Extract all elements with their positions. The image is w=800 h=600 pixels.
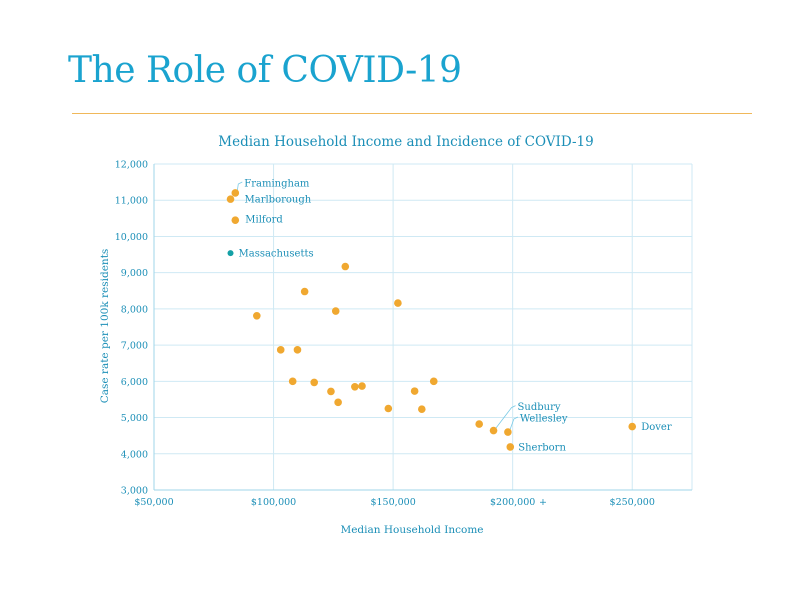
y-tick-label: 4,000 — [121, 449, 148, 460]
data-point — [628, 422, 637, 431]
data-point — [489, 426, 498, 435]
data-point — [231, 189, 240, 197]
x-tick-label: $100,000 — [251, 497, 296, 508]
point-label: Dover — [641, 422, 672, 433]
data-point — [504, 428, 512, 436]
data-point — [429, 377, 438, 386]
x-tick-label: $200,000 — [490, 497, 535, 508]
data-point — [300, 287, 309, 296]
y-axis-label: Case rate per 100k residents — [99, 249, 111, 404]
x-tick-label: $50,000 — [134, 497, 173, 508]
y-tick-label: 12,000 — [115, 160, 148, 171]
data-point — [358, 382, 366, 390]
data-point — [288, 377, 297, 386]
chart-title: Median Household Income and Incidence of… — [218, 134, 593, 150]
point-label: Milford — [245, 215, 283, 226]
y-tick-label: 11,000 — [115, 196, 148, 207]
point-label: Sherborn — [518, 442, 566, 453]
data-point — [506, 443, 515, 451]
label-leaders — [236, 181, 519, 431]
data-point — [418, 405, 426, 414]
x-axis-label: Median Household Income — [340, 524, 483, 536]
point-label: Marlborough — [245, 195, 312, 206]
data-point — [341, 262, 350, 271]
chart-axes — [153, 164, 692, 491]
data-point — [253, 311, 261, 320]
label-leader-line — [236, 181, 243, 192]
point-label: Framingham — [244, 178, 310, 189]
data-point — [384, 404, 393, 413]
point-label: Sudbury — [518, 402, 561, 413]
y-tick-label: 6,000 — [121, 377, 148, 388]
data-point — [293, 346, 302, 354]
data-point — [334, 398, 342, 407]
y-tick-label: 10,000 — [115, 232, 148, 243]
y-tick-label: 5,000 — [121, 413, 148, 424]
y-tick-label: 8,000 — [121, 304, 148, 315]
point-labels: Framingham Marlborough Milford Massachusett… — [239, 178, 672, 453]
data-points — [226, 189, 637, 451]
data-point — [276, 346, 285, 354]
data-point — [231, 216, 240, 224]
data-point — [351, 382, 359, 391]
data-point — [475, 420, 483, 428]
point-label: Massachusetts — [239, 249, 314, 260]
title-divider — [72, 113, 752, 114]
point-label: Wellesley — [520, 414, 568, 425]
tick-labels: 3,000 4,000 5,000 6,000 7,000 8,000 9,000 10,00… — [115, 160, 655, 509]
data-point — [310, 378, 319, 387]
data-point — [394, 299, 402, 307]
x-tick-label: $150,000 — [370, 497, 415, 508]
chart-grid — [154, 163, 693, 490]
data-point — [327, 387, 335, 396]
slide-title: The Role of COVID-19 — [68, 50, 462, 91]
y-tick-label: 9,000 — [121, 268, 148, 279]
y-tick-label: 3,000 — [121, 486, 148, 497]
data-point — [410, 387, 419, 395]
label-leader-line — [509, 416, 519, 431]
y-tick-label: 7,000 — [121, 341, 148, 352]
data-point — [226, 195, 235, 203]
label-leader-line — [495, 405, 516, 429]
stray-plus-mark: + — [539, 497, 547, 508]
data-point-highlight — [227, 250, 234, 257]
x-tick-label: $250,000 — [610, 497, 655, 508]
data-point — [331, 307, 340, 315]
